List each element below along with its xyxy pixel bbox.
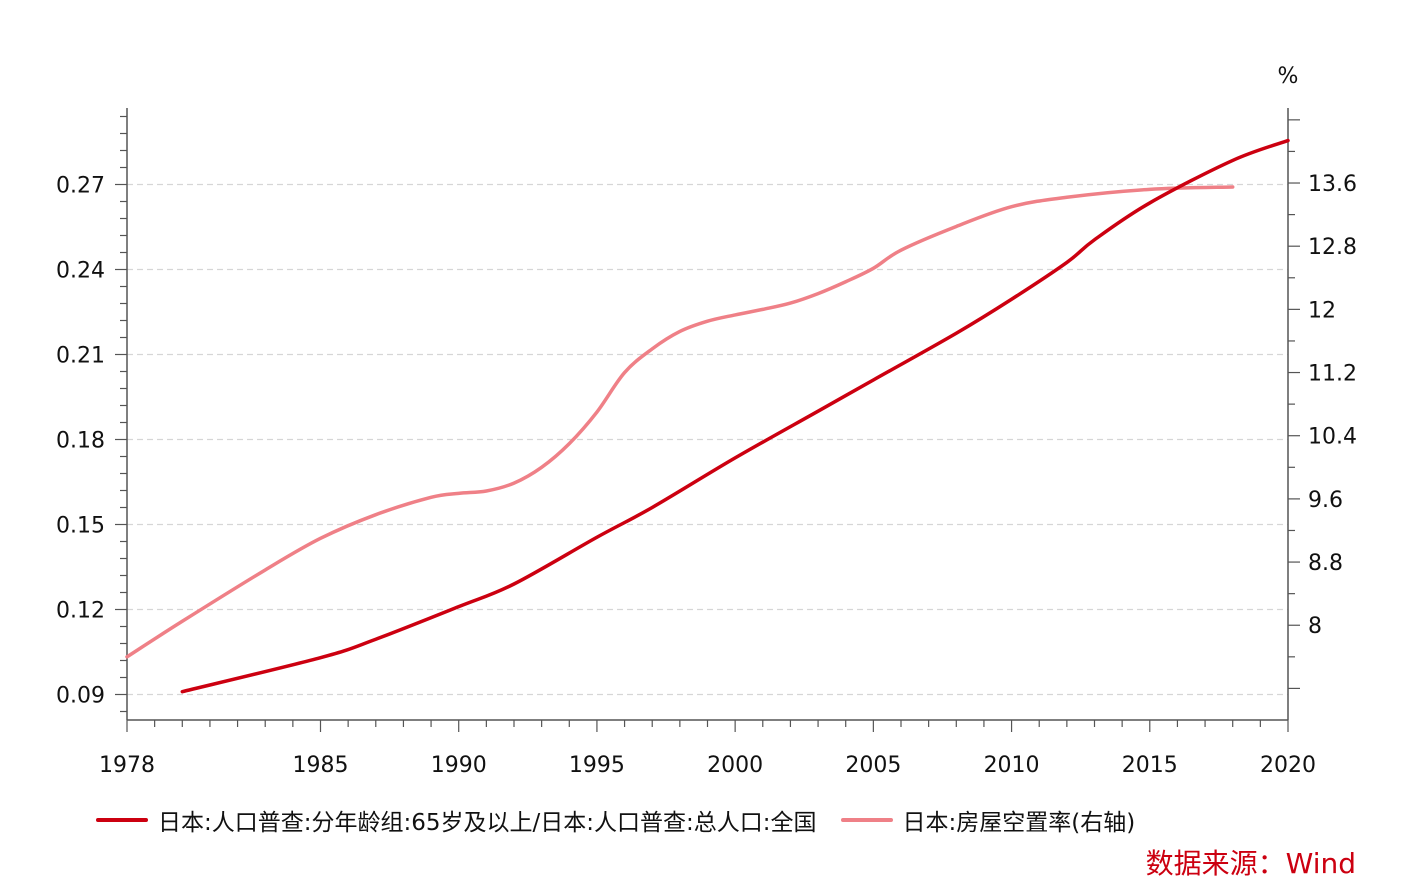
axis-ticks bbox=[115, 115, 1300, 732]
x-tick-label: 2005 bbox=[845, 753, 901, 778]
legend-swatch-vacancy-rate bbox=[840, 818, 893, 822]
legend: 日本:人口普查:分年龄组:65岁及以上/日本:人口普查:总人口:全国 日本:房屋… bbox=[96, 803, 1159, 837]
right-tick-label: 10.4 bbox=[1308, 425, 1357, 450]
right-tick-label: 8.8 bbox=[1308, 551, 1343, 576]
grid-lines bbox=[127, 183, 1288, 696]
series-lines bbox=[125, 138, 1290, 694]
x-tick-label: 2000 bbox=[707, 753, 763, 778]
tick-labels: 0.09 0.12 0.15 0.18 0.21 0.24 0.27 8 8.8 9.6 10.4 1… bbox=[56, 172, 1357, 778]
x-tick-label: 2010 bbox=[984, 753, 1040, 778]
legend-item-aging-ratio: 日本:人口普查:分年龄组:65岁及以上/日本:人口普查:总人口:全国 bbox=[96, 803, 817, 837]
left-tick-label: 0.09 bbox=[56, 684, 105, 709]
legend-swatch-aging-ratio bbox=[96, 818, 148, 822]
right-tick-label: 13.6 bbox=[1308, 172, 1357, 197]
right-axis-unit: % bbox=[1278, 64, 1299, 89]
right-tick-label: 12.8 bbox=[1308, 235, 1357, 260]
legend-item-vacancy-rate: 日本:房屋空置率(右轴) bbox=[840, 803, 1136, 837]
right-tick-label: 11.2 bbox=[1308, 362, 1357, 387]
x-tick-label: 2015 bbox=[1122, 753, 1178, 778]
legend-label-vacancy-rate: 日本:房屋空置率(右轴) bbox=[902, 810, 1136, 836]
x-tick-label: 2020 bbox=[1260, 753, 1316, 778]
right-tick-label: 8 bbox=[1308, 614, 1322, 639]
x-tick-label: 1978 bbox=[99, 753, 155, 778]
left-tick-label: 0.24 bbox=[56, 259, 105, 284]
left-tick-label: 0.18 bbox=[56, 429, 105, 454]
left-tick-label: 0.12 bbox=[56, 599, 105, 624]
left-tick-label: 0.15 bbox=[56, 514, 105, 539]
left-tick-label: 0.21 bbox=[56, 344, 105, 369]
x-tick-label: 1990 bbox=[431, 753, 487, 778]
series-line-aging-ratio bbox=[180, 138, 1290, 694]
left-tick-label: 0.27 bbox=[56, 174, 105, 199]
x-tick-label: 1995 bbox=[569, 753, 625, 778]
series-line-vacancy-rate bbox=[125, 185, 1235, 659]
x-tick-label: 1985 bbox=[293, 753, 349, 778]
axes bbox=[126, 108, 1289, 721]
right-tick-label: 9.6 bbox=[1308, 488, 1343, 513]
legend-label-aging-ratio: 日本:人口普查:分年龄组:65岁及以上/日本:人口普查:总人口:全国 bbox=[158, 810, 817, 836]
right-tick-label: 12 bbox=[1308, 298, 1336, 323]
data-source: 数据来源：Wind bbox=[1145, 847, 1356, 880]
